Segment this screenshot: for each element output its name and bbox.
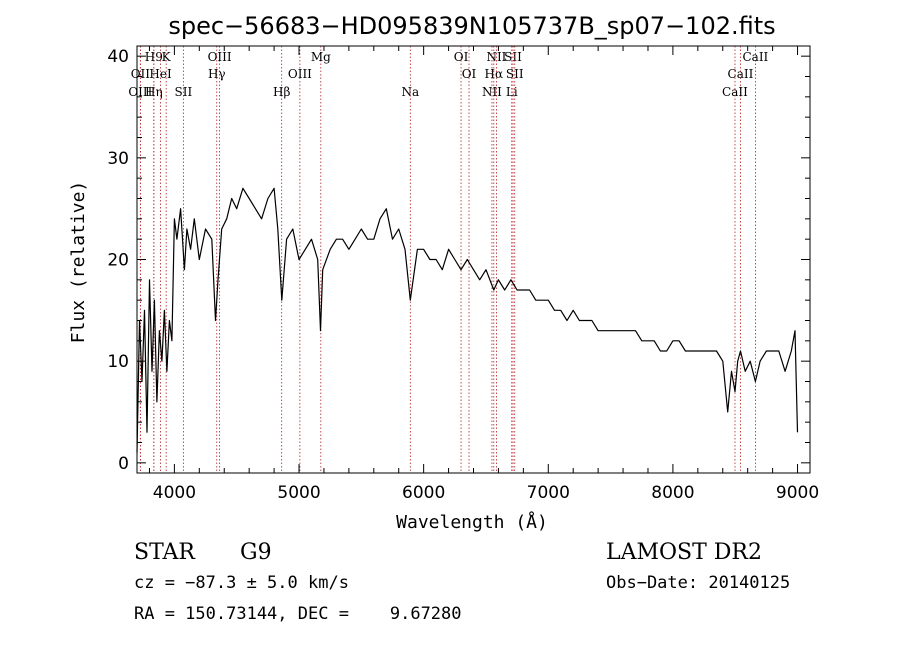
y-tick-label: 0 [118, 454, 129, 474]
class-label: STAR [134, 540, 195, 565]
spectral-line-label: CaII [742, 50, 768, 64]
spectral-line-label: OIII [208, 50, 232, 64]
obs-date-label: Obs−Date: 20140125 [606, 573, 791, 593]
y-tick-label: 40 [107, 47, 129, 67]
spectral-line-label: NII [486, 50, 506, 64]
x-tick-label: 9000 [776, 483, 819, 503]
y-axis-label: Flux (relative) [68, 181, 89, 344]
spectral-line-label: Hβ [273, 85, 290, 99]
x-tick-label: 8000 [651, 483, 694, 503]
subclass-label: G9 [240, 540, 272, 565]
spectral-line-label: Hα [485, 67, 504, 81]
coordinates-label: RA = 150.73144, DEC = 9.67280 [134, 604, 462, 624]
plot-frame [136, 45, 811, 474]
x-tick-label: 7000 [527, 483, 570, 503]
spectral-line-label: NII [482, 85, 502, 99]
x-axis-label: Wavelength (Å) [396, 511, 548, 533]
spectral-line-label: Hγ [208, 67, 226, 81]
y-tick-label: 20 [107, 251, 129, 271]
spectral-line-label: K [162, 50, 172, 64]
y-tick-label: 10 [107, 352, 129, 372]
flux-series-line [136, 187, 799, 453]
spectral-line-label: Na [401, 85, 419, 99]
spectral-line-label: CaII [722, 85, 748, 99]
spectral-line-label: SII [175, 85, 193, 99]
spectral-line-label: SII [506, 67, 524, 81]
ticks-layer: 4000 5000 6000 7000 8000 9000 0 10 20 30 40 [107, 46, 819, 503]
x-tick-label: 4000 [153, 483, 196, 503]
redshift-label: cz = −87.3 ± 5.0 km/s [134, 573, 349, 593]
series-layer [136, 187, 799, 453]
y-tick-label: 30 [107, 149, 129, 169]
spectral-line-label: HeI [149, 67, 172, 81]
survey-label: LAMOST DR2 [606, 540, 762, 565]
x-tick-label: 5000 [277, 483, 320, 503]
spectral-line-label: SII [504, 50, 522, 64]
chart-title: spec−56683−HD095839N105737B_sp07−102.fit… [168, 12, 775, 40]
x-tick-label: 6000 [402, 483, 445, 503]
spectral-line-label: OIII [128, 85, 152, 99]
spectral-line-label: Li [506, 85, 518, 99]
spectral-line-label: Hη [145, 85, 163, 99]
spectral-line-label: Mg [311, 50, 331, 64]
spectral-line-label: CaII [728, 67, 754, 81]
spectral-line-label: OI [462, 67, 477, 81]
spectral-line-label: OI [454, 50, 469, 64]
spectral-line-label: OIII [288, 67, 312, 81]
